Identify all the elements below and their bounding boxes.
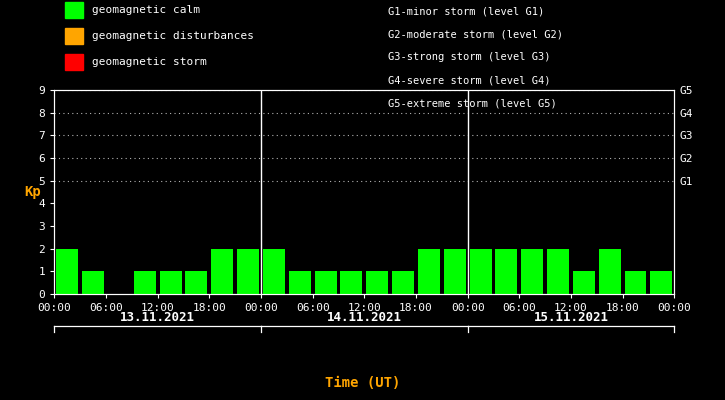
Bar [573, 271, 594, 294]
Bar [315, 271, 336, 294]
Text: G3-strong storm (level G3): G3-strong storm (level G3) [388, 52, 550, 62]
Text: G5-extreme storm (level G5): G5-extreme storm (level G5) [388, 99, 557, 109]
Bar [444, 249, 465, 294]
Bar [186, 271, 207, 294]
Text: G4-severe storm (level G4): G4-severe storm (level G4) [388, 76, 550, 86]
Bar [211, 249, 233, 294]
Bar [418, 249, 440, 294]
Text: geomagnetic calm: geomagnetic calm [92, 5, 200, 15]
Bar [547, 249, 569, 294]
Bar [392, 271, 414, 294]
Bar [134, 271, 156, 294]
Text: G2-moderate storm (level G2): G2-moderate storm (level G2) [388, 29, 563, 39]
Y-axis label: Kp: Kp [25, 185, 41, 199]
Text: 15.11.2021: 15.11.2021 [534, 311, 608, 324]
Bar [624, 271, 647, 294]
Bar [599, 249, 621, 294]
Bar [289, 271, 311, 294]
Bar [160, 271, 181, 294]
Bar [82, 271, 104, 294]
Text: geomagnetic storm: geomagnetic storm [92, 57, 207, 67]
Text: Time (UT): Time (UT) [325, 376, 400, 390]
Bar [650, 271, 672, 294]
Bar [263, 249, 285, 294]
Bar [57, 249, 78, 294]
Text: 14.11.2021: 14.11.2021 [327, 311, 402, 324]
Text: 13.11.2021: 13.11.2021 [120, 311, 195, 324]
Bar [237, 249, 259, 294]
Text: geomagnetic disturbances: geomagnetic disturbances [92, 31, 254, 41]
Bar [495, 249, 518, 294]
Bar [521, 249, 543, 294]
Bar [366, 271, 388, 294]
Bar [341, 271, 362, 294]
Bar [470, 249, 492, 294]
Text: G1-minor storm (level G1): G1-minor storm (level G1) [388, 6, 544, 16]
